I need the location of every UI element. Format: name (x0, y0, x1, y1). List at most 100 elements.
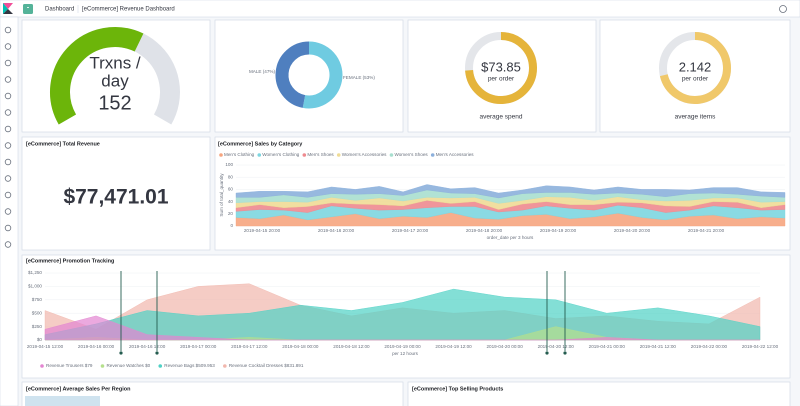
x-axis-label: per 12 hours (392, 351, 418, 356)
y-tick-label: $250 (32, 324, 43, 329)
top-bar (0, 0, 800, 18)
nav-icon[interactable] (4, 92, 12, 100)
nav-icon[interactable] (4, 208, 12, 215)
panel-title: [eCommerce] Promotion Tracking (26, 258, 114, 264)
x-axis-label: order_date per 3 hours (487, 235, 534, 240)
legend-swatch (158, 364, 163, 368)
x-tick-label: 2019-04-21 12:00 (640, 344, 677, 349)
logo[interactable] (3, 3, 13, 9)
panel (407, 381, 791, 406)
y-tick-label: 80 (228, 174, 234, 179)
sidebar (0, 16, 19, 406)
nav-icon[interactable] (4, 224, 12, 232)
nav-icon[interactable] (4, 76, 12, 83)
x-tick-label: 2019-04-16 20:00 (318, 228, 355, 233)
x-tick-label: 2019-04-21 00:00 (589, 344, 626, 349)
pie-slice (302, 41, 343, 109)
breadcrumb[interactable]: Dashboard (45, 7, 74, 13)
panel (214, 19, 404, 133)
area (235, 184, 786, 199)
x-tick-label: 2019-04-17 20:00 (392, 228, 429, 233)
menu-button[interactable] (23, 4, 33, 14)
nav-icon[interactable] (4, 59, 12, 67)
panel-title: [eCommerce] Sales by Category (218, 141, 303, 147)
legend-swatch (100, 364, 105, 368)
x-tick-label: 2019-04-19 12:00 (435, 344, 472, 349)
y-tick-label: 0 (230, 223, 233, 228)
goal-fill (465, 32, 537, 104)
nav-icon[interactable] (4, 158, 12, 166)
x-tick-label: 2019-04-20 00:00 (487, 344, 524, 349)
goal-value: $73.85 (481, 59, 521, 74)
x-tick-label: 2019-04-18 20:00 (466, 228, 503, 233)
y-tick-label: 60 (228, 187, 234, 192)
nav-icon[interactable] (4, 175, 12, 182)
panel-title: [eCommerce] Top Selling Products (412, 386, 503, 392)
y-tick-label: $0 (37, 337, 43, 342)
nav-icon[interactable] (4, 142, 12, 149)
goal-unit: per order (682, 76, 709, 83)
x-tick-label: 2019-04-22 00:00 (691, 344, 728, 349)
x-tick-label: 2019-04-19 20:00 (540, 228, 577, 233)
nav-icon[interactable] (4, 241, 12, 248)
x-tick-label: 2019-04-18 12:00 (333, 344, 370, 349)
promotion-chart: $0 $250 $500 $750 $1,000 $1,250 2019-04-15 12:… (27, 270, 779, 356)
legend-swatch (223, 364, 227, 368)
map (25, 396, 100, 406)
legend-label[interactable]: Women's Shoes (394, 152, 428, 157)
legend-label[interactable]: Revenue Trousers $79 (46, 363, 93, 368)
x-tick-label: 2019-04-15 20:00 (244, 228, 281, 233)
legend-label[interactable]: Revenue Cocktail Dresses $831.891 (229, 363, 304, 368)
y-tick-label: 100 (225, 162, 233, 167)
legend-label[interactable]: Men's Accessories (436, 152, 475, 157)
metric-value: $77,471.01 (63, 186, 168, 209)
y-tick-label: 20 (228, 211, 234, 216)
legend-label[interactable]: Women's Accessories (342, 152, 387, 157)
panel-title: [eCommerce] Total Revenue (26, 141, 100, 147)
y-tick-label: $1,250 (28, 270, 42, 275)
nav-icon[interactable] (4, 109, 12, 116)
x-tick-label: 2019-04-22 12:00 (742, 344, 779, 349)
y-tick-label: $500 (32, 310, 43, 315)
x-tick-label: 2019-04-16 00:00 (78, 344, 115, 349)
nav-icon[interactable] (4, 26, 12, 34)
legend-label[interactable]: Revenue Bags $509.953 (164, 363, 215, 368)
panel-title: [eCommerce] Average Sales Per Region (26, 386, 131, 392)
goal-caption: average spend (479, 114, 522, 121)
nav-icon[interactable] (4, 191, 12, 199)
y-tick-label: $750 (32, 297, 43, 302)
legend-swatch (257, 153, 262, 157)
x-tick-label: 2019-04-17 00:00 (180, 344, 217, 349)
gauge-label: Trxns / (89, 53, 141, 72)
legend-swatch (389, 153, 394, 157)
annotation-marker[interactable] (155, 351, 159, 355)
legend-label[interactable]: Men's Shoes (307, 152, 334, 157)
goal-unit: per order (488, 76, 515, 83)
y-axis-label: Sum of total_quantity (219, 173, 224, 217)
goal-fill (659, 32, 731, 104)
x-tick-label: 2019-04-15 12:00 (27, 344, 64, 349)
annotation-marker[interactable] (563, 351, 567, 355)
logo-part (3, 3, 8, 14)
legend-label[interactable]: Women's Clothing (262, 152, 299, 157)
nav-icon[interactable] (4, 125, 12, 133)
y-tick-label: $1,000 (28, 284, 42, 289)
pie-label: MALE (47%) (249, 69, 276, 74)
goal-caption: average items (675, 114, 717, 121)
gauge-value: 152 (98, 92, 131, 114)
nav-icon[interactable] (4, 43, 12, 50)
legend-swatch (219, 153, 223, 157)
help-icon[interactable] (779, 5, 787, 13)
y-tick-label: 40 (228, 199, 234, 204)
legend-label[interactable]: Men's Clothing (224, 152, 255, 157)
sidebar-icons (4, 26, 12, 248)
annotation-marker[interactable] (119, 351, 123, 355)
legend-label[interactable]: Revenue Watches $0 (106, 363, 150, 368)
legend-swatch (430, 153, 435, 157)
logo-part (3, 9, 13, 14)
annotation-marker[interactable] (545, 351, 549, 355)
x-tick-label: 2019-04-19 00:00 (384, 344, 421, 349)
pie-label: FEMALE (53%) (343, 75, 375, 80)
area (44, 315, 760, 341)
x-tick-label: 2019-04-17 12:00 (231, 344, 268, 349)
